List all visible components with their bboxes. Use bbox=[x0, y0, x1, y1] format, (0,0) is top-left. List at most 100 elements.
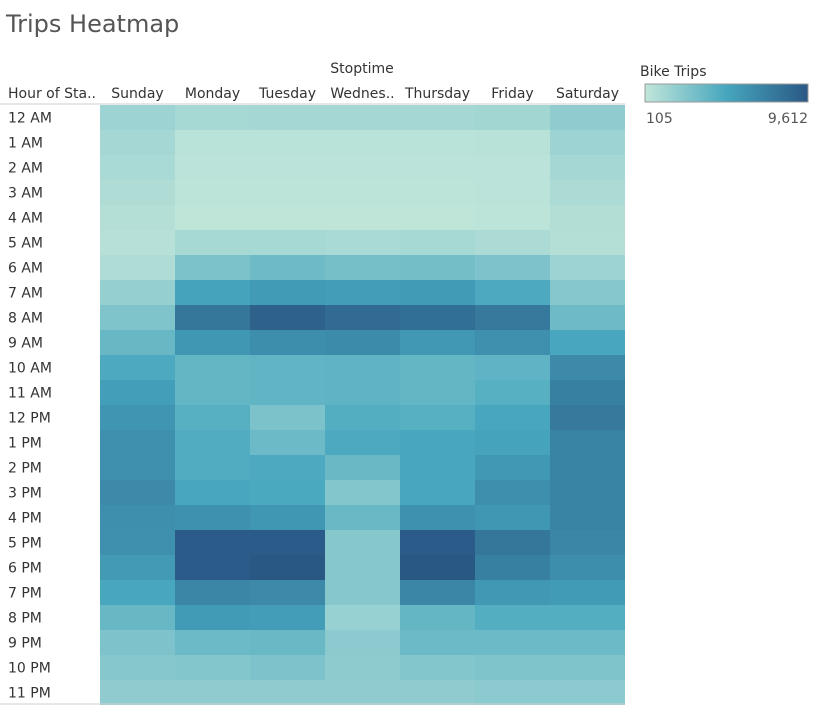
heatmap-cell bbox=[325, 605, 400, 630]
heatmap-cell bbox=[100, 355, 175, 380]
heatmap-cell bbox=[550, 280, 625, 305]
heatmap-cell bbox=[475, 430, 550, 455]
heatmap-cell bbox=[400, 655, 475, 680]
heatmap-cell bbox=[175, 480, 250, 505]
row-label: 7 AM bbox=[8, 286, 43, 302]
heatmap-cell bbox=[100, 205, 175, 230]
heatmap-cell bbox=[250, 355, 325, 380]
heatmap-cell bbox=[250, 155, 325, 180]
legend-max-label: 9,612 bbox=[768, 111, 808, 127]
heatmap-cell bbox=[100, 530, 175, 555]
heatmap-cell bbox=[475, 480, 550, 505]
heatmap-cell bbox=[550, 555, 625, 580]
heatmap-cell bbox=[100, 305, 175, 330]
heatmap-cell bbox=[325, 430, 400, 455]
row-label: 9 PM bbox=[8, 636, 42, 652]
heatmap-cell bbox=[475, 680, 550, 705]
heatmap-cell bbox=[250, 655, 325, 680]
chart-title: Trips Heatmap bbox=[6, 10, 180, 38]
row-label: 5 AM bbox=[8, 236, 43, 252]
heatmap-cell bbox=[550, 305, 625, 330]
heatmap-cell bbox=[325, 680, 400, 705]
row-label: 11 AM bbox=[8, 386, 52, 402]
heatmap-cell bbox=[550, 680, 625, 705]
heatmap-cell bbox=[550, 630, 625, 655]
heatmap-cell bbox=[400, 455, 475, 480]
heatmap-cell bbox=[250, 305, 325, 330]
heatmap-cell bbox=[400, 630, 475, 655]
heatmap-cell bbox=[550, 230, 625, 255]
heatmap-cell bbox=[250, 430, 325, 455]
heatmap-cell bbox=[100, 180, 175, 205]
heatmap-cell bbox=[175, 580, 250, 605]
heatmap-cell bbox=[175, 130, 250, 155]
heatmap-cell bbox=[475, 305, 550, 330]
column-label: Monday bbox=[185, 86, 240, 102]
heatmap-cell bbox=[400, 405, 475, 430]
heatmap-cell bbox=[475, 655, 550, 680]
row-label: 12 AM bbox=[8, 111, 52, 127]
heatmap-cell bbox=[400, 180, 475, 205]
heatmap-cell bbox=[550, 205, 625, 230]
heatmap-cell bbox=[250, 480, 325, 505]
heatmap-cell bbox=[175, 280, 250, 305]
heatmap-cell bbox=[475, 505, 550, 530]
heatmap-cell bbox=[325, 355, 400, 380]
heatmap-cell bbox=[475, 455, 550, 480]
heatmap-cell bbox=[550, 480, 625, 505]
heatmap-cell bbox=[100, 330, 175, 355]
heatmap-cell bbox=[325, 255, 400, 280]
heatmap-cell bbox=[400, 580, 475, 605]
heatmap-cell bbox=[250, 330, 325, 355]
heatmap-cell bbox=[550, 530, 625, 555]
heatmap-cell bbox=[250, 280, 325, 305]
heatmap-cell bbox=[400, 155, 475, 180]
heatmap-cell bbox=[100, 555, 175, 580]
heatmap-cell bbox=[100, 430, 175, 455]
heatmap-cell bbox=[400, 355, 475, 380]
row-labels: 12 AM 1 AM 2 AM 3 AM 4 AM 5 AM 6 AM 7 AM 8 AM 9 A… bbox=[8, 111, 52, 702]
heatmap-cell bbox=[550, 455, 625, 480]
heatmap-cell bbox=[475, 555, 550, 580]
heatmap-cell bbox=[550, 130, 625, 155]
heatmap-cell bbox=[100, 655, 175, 680]
legend-title: Bike Trips bbox=[640, 64, 707, 80]
heatmap-cell bbox=[175, 405, 250, 430]
heatmap-cell bbox=[400, 680, 475, 705]
heatmap-cell bbox=[100, 105, 175, 130]
color-legend: Bike Trips 105 9,612 bbox=[640, 64, 809, 127]
column-labels: Sunday Monday Tuesday Wednes.. Thursday Frida… bbox=[111, 86, 619, 102]
row-label: 4 AM bbox=[8, 211, 43, 227]
heatmap-cell bbox=[550, 655, 625, 680]
column-header-title: Stoptime bbox=[330, 61, 393, 77]
heatmap-cell bbox=[325, 130, 400, 155]
heatmap-cell bbox=[325, 455, 400, 480]
heatmap-cell bbox=[175, 230, 250, 255]
heatmap-cell bbox=[100, 680, 175, 705]
heatmap-cell bbox=[250, 405, 325, 430]
column-label: Sunday bbox=[111, 86, 163, 102]
heatmap-cell bbox=[250, 205, 325, 230]
row-label: 4 PM bbox=[8, 511, 42, 527]
heatmap-cell bbox=[475, 280, 550, 305]
heatmap-cell bbox=[400, 505, 475, 530]
heatmap-cell bbox=[175, 105, 250, 130]
row-label: 1 AM bbox=[8, 136, 43, 152]
heatmap-cell bbox=[100, 405, 175, 430]
heatmap-cell bbox=[325, 330, 400, 355]
heatmap-cell bbox=[475, 255, 550, 280]
heatmap-cell bbox=[100, 255, 175, 280]
row-label: 11 PM bbox=[8, 686, 51, 702]
heatmap-cell bbox=[175, 380, 250, 405]
column-label: Thursday bbox=[404, 86, 470, 102]
heatmap-cell bbox=[175, 505, 250, 530]
heatmap-cell bbox=[175, 555, 250, 580]
heatmap-cell bbox=[250, 530, 325, 555]
heatmap-cell bbox=[325, 555, 400, 580]
heatmap-cell bbox=[100, 580, 175, 605]
row-label: 10 AM bbox=[8, 361, 52, 377]
heatmap-cell bbox=[100, 455, 175, 480]
heatmap-cell bbox=[325, 530, 400, 555]
heatmap-cell bbox=[325, 380, 400, 405]
